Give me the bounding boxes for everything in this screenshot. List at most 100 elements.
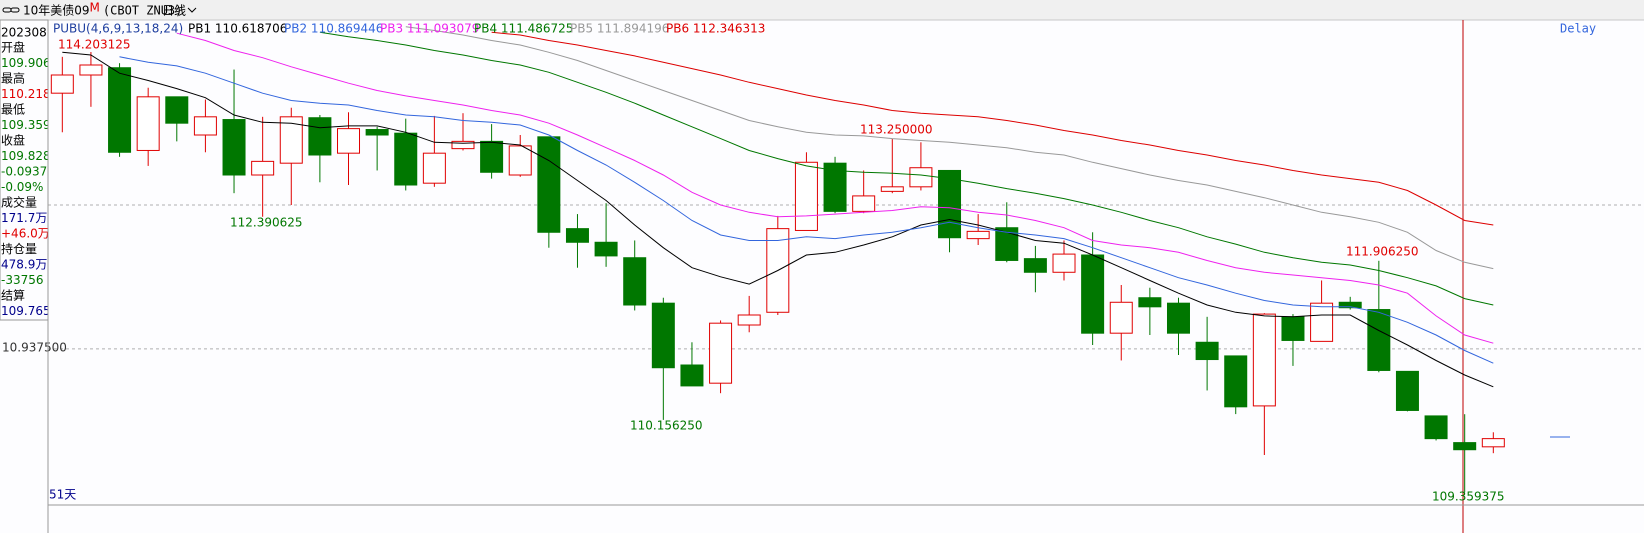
candle-body [1023,258,1047,273]
info-line: -0.09375 [1,165,55,179]
info-line: 最高 [1,71,25,86]
candle-body [50,74,74,94]
ma-line [319,31,1494,306]
ma-line [491,31,1494,226]
info-line: 109.9062 [1,56,58,70]
candle-body [938,169,962,239]
candle-body [565,228,589,243]
info-line: 110.2187 [1,87,58,101]
candle-body [1195,341,1219,361]
candle-body [422,152,446,184]
candle-body [308,117,332,156]
legend-entry: PB2 110.869446 [284,22,383,36]
candle-body [995,227,1019,261]
candle-body [1310,302,1334,342]
candle-body [1224,355,1248,408]
info-panel [0,19,49,321]
candle-body [394,132,418,186]
candle-body [1424,415,1448,440]
candle-body [1252,313,1276,407]
candle-body [1338,301,1362,309]
candle-body [1395,370,1419,411]
candle-body [108,67,132,153]
candle-body [737,314,761,326]
extreme-label: 109.359375 [1432,490,1505,504]
candle-body [480,140,504,173]
toolbar [0,0,1644,20]
ma-line [176,32,1494,344]
extreme-label: 113.250000 [860,123,933,137]
candle-body [680,364,704,387]
candle-body [136,96,160,151]
candle-body [508,145,532,176]
extreme-label: 110.156250 [630,419,703,433]
info-line: -33756 [1,273,44,287]
symbol: 10年美债09 [23,4,90,18]
info-line: 结算 [1,288,25,303]
candle-body [365,129,389,136]
info-line: 109.3593 [1,118,58,132]
plot-area: 10.937500 114.203125 112.390625 110.156250 1… [2,26,1644,504]
info-line: +46.0万 [1,227,50,241]
info-line: 最低 [1,103,25,117]
candle-body [1453,442,1477,451]
info-line: 478.9万 [1,258,47,272]
candle-body [823,162,847,212]
legend-entry: PB4 111.486725 [474,22,573,36]
candle-body [1109,301,1133,334]
candle-body [966,230,990,240]
candle-body [537,136,561,233]
ma-line [405,26,1494,270]
candle-body [1052,253,1076,273]
toolbar-icon[interactable] [2,7,20,13]
candle-body [623,257,647,306]
legend-entry: PB1 110.618706 [188,22,287,36]
extreme-label: 112.390625 [230,216,303,230]
candle-body [909,167,933,188]
candle-body [1481,438,1505,448]
dropdown-arrow[interactable] [187,7,197,13]
candle-body [337,128,361,154]
candle-body [852,195,876,212]
candle-body [1081,254,1105,334]
legend-entry: PB5 111.894196 [570,22,669,36]
candle-body [451,140,475,150]
delay-label: Delay [1560,22,1596,36]
candle-body [165,96,189,124]
symbol-code: (CBOT ZNU3) [103,4,182,18]
extreme-label: 111.906250 [1346,245,1419,259]
y-tick-label: 10.937500 [2,340,67,354]
info-line: 成交量 [1,195,37,210]
info-line: 109.765 [1,304,51,318]
candle-body [651,302,675,369]
info-line: 收盘 [1,133,25,148]
info-line: -0.09% [1,180,43,194]
period-count: 51天 [49,488,76,502]
info-line: 171.7万 [1,211,47,225]
legend-entry: PB3 111.093079 [380,22,479,36]
legend-entry: PB6 112.346313 [666,22,765,36]
symbol-suffix: M [90,1,100,15]
ma-line [119,56,1494,364]
period-selector[interactable]: 日线 [162,4,186,18]
candle-body [1166,302,1190,334]
candle-body [279,116,303,164]
candle-body [880,186,904,192]
candle-body [1138,297,1162,308]
candle-body [222,119,246,176]
candle-body [594,241,618,257]
info-date: 20230815 [1,26,62,40]
info-line: 109.828 [1,149,51,163]
candle-body [79,64,103,76]
candle-body [251,160,275,176]
candle-body [794,161,818,231]
candle-body [1367,309,1391,371]
indicator-selector[interactable]: PUBU(4,6,9,13,18,24) [53,22,183,36]
ma-line [62,51,1494,388]
candle-body [193,116,217,136]
info-line: 持仓量 [1,241,37,256]
info-line: 开盘 [1,40,25,55]
